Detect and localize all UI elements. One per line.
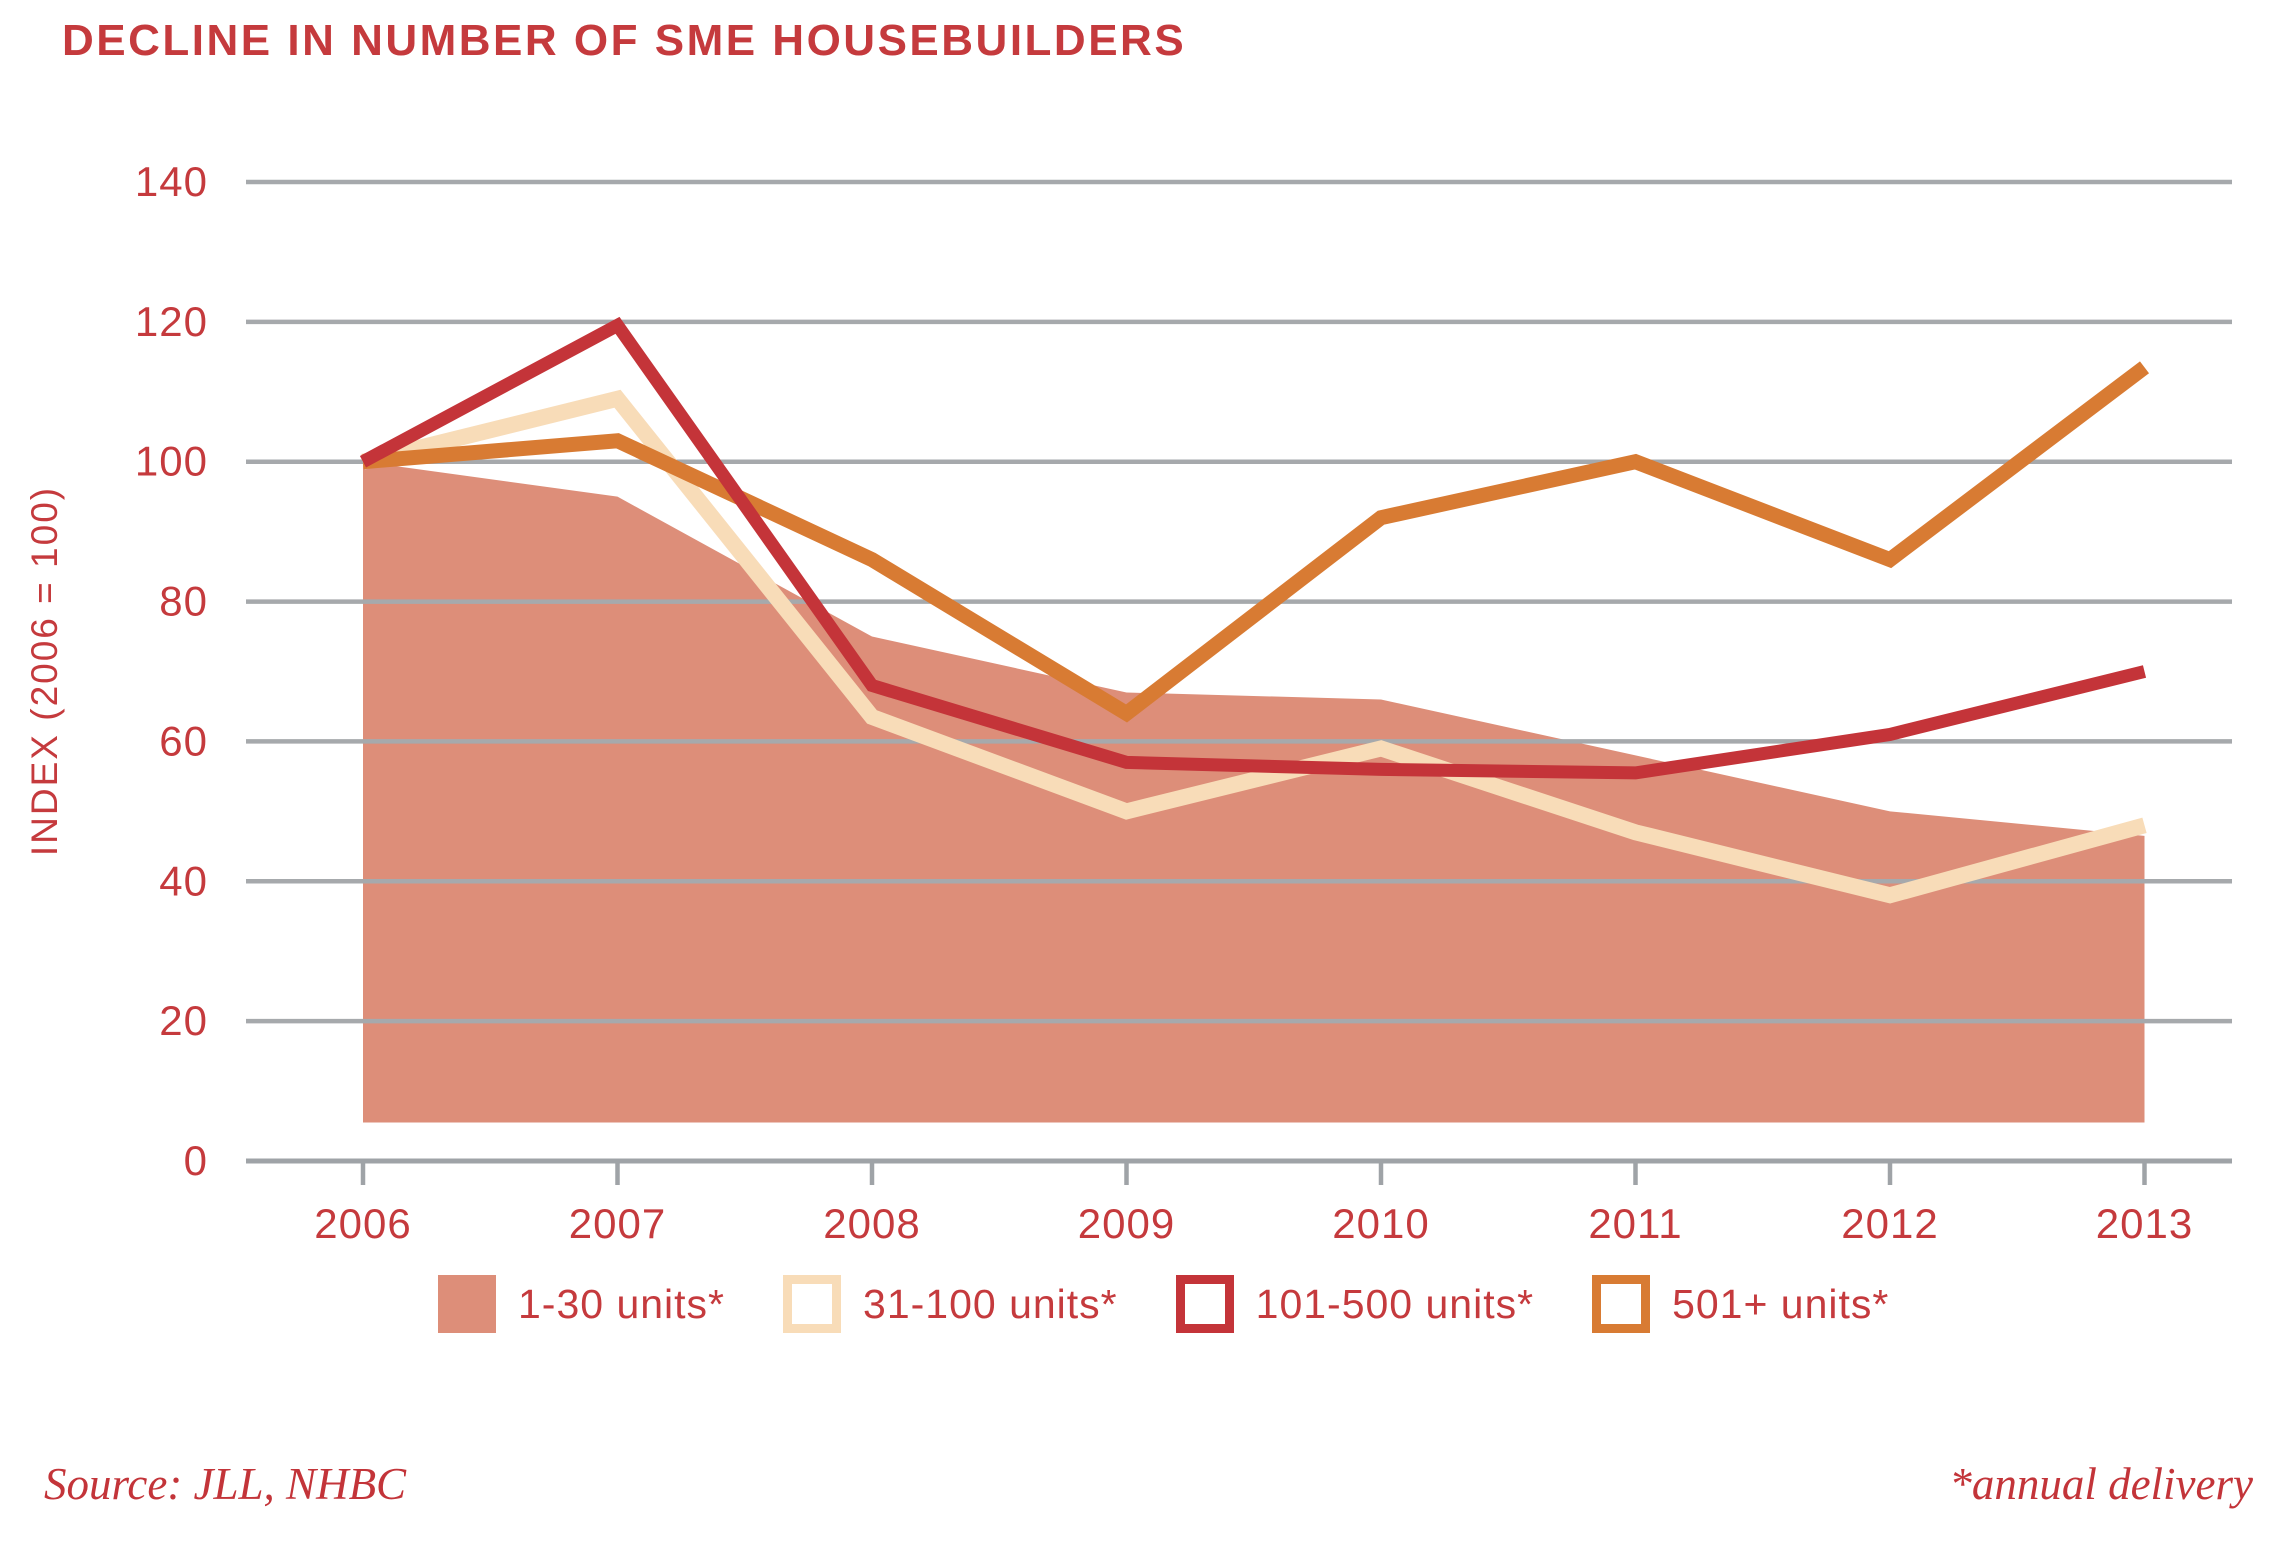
x-tick-label-2007: 2007 [569, 1200, 666, 1247]
x-tick-label-2011: 2011 [1588, 1200, 1682, 1247]
y-tick-label-100: 100 [135, 438, 208, 485]
y-tick-label-140: 140 [135, 158, 208, 205]
series-line-101-500-units [359, 316, 2147, 780]
legend: 1-30 units* 31-100 units* 101-500 units* 50… [438, 1272, 1889, 1336]
legend-swatch-1-30-units [438, 1275, 496, 1333]
y-axis-title: INDEX (2006 = 100) [24, 486, 65, 856]
x-tick-label-2006: 2006 [314, 1200, 411, 1247]
legend-item-501-units: 501+ units* [1592, 1275, 1889, 1333]
legend-item-101-500-units: 101-500 units* [1175, 1275, 1535, 1333]
x-tick-label-2012: 2012 [1841, 1200, 1938, 1247]
legend-label-1-30-units: 1-30 units* [518, 1280, 726, 1327]
series-line-501-units [362, 361, 2150, 723]
series-line-31-100-units [361, 389, 2147, 904]
annual-delivery-note: *annual delivery [1949, 1459, 2253, 1509]
y-tick-label-40: 40 [159, 857, 208, 904]
y-tick-label-0: 0 [184, 1137, 208, 1184]
y-tick-label-80: 80 [159, 578, 208, 625]
legend-swatch-501-units [1592, 1275, 1651, 1333]
legend-swatch-101-500-units [1175, 1275, 1234, 1333]
x-tick-label-2010: 2010 [1332, 1200, 1429, 1247]
x-tick-label-2013: 2013 [2096, 1200, 2193, 1247]
legend-label-101-500-units: 101-500 units* [1255, 1280, 1535, 1327]
legend-label-501-units: 501+ units* [1672, 1280, 1890, 1327]
chart-title: DECLINE IN NUMBER OF SME HOUSEBUILDERS [62, 16, 1187, 65]
legend-item-31-100-units: 31-100 units* [783, 1275, 1118, 1333]
y-tick-label-120: 120 [135, 298, 208, 345]
source-note: Source: JLL, NHBC [44, 1459, 407, 1509]
x-tick-label-2008: 2008 [823, 1200, 920, 1247]
legend-item-1-30-units: 1-30 units* [438, 1275, 725, 1333]
y-tick-label-60: 60 [159, 717, 208, 764]
legend-label-31-100-units: 31-100 units* [863, 1280, 1118, 1327]
legend-swatch-31-100-units [783, 1275, 842, 1333]
x-tick-label-2009: 2009 [1078, 1200, 1175, 1247]
y-tick-label-20: 20 [159, 997, 208, 1044]
